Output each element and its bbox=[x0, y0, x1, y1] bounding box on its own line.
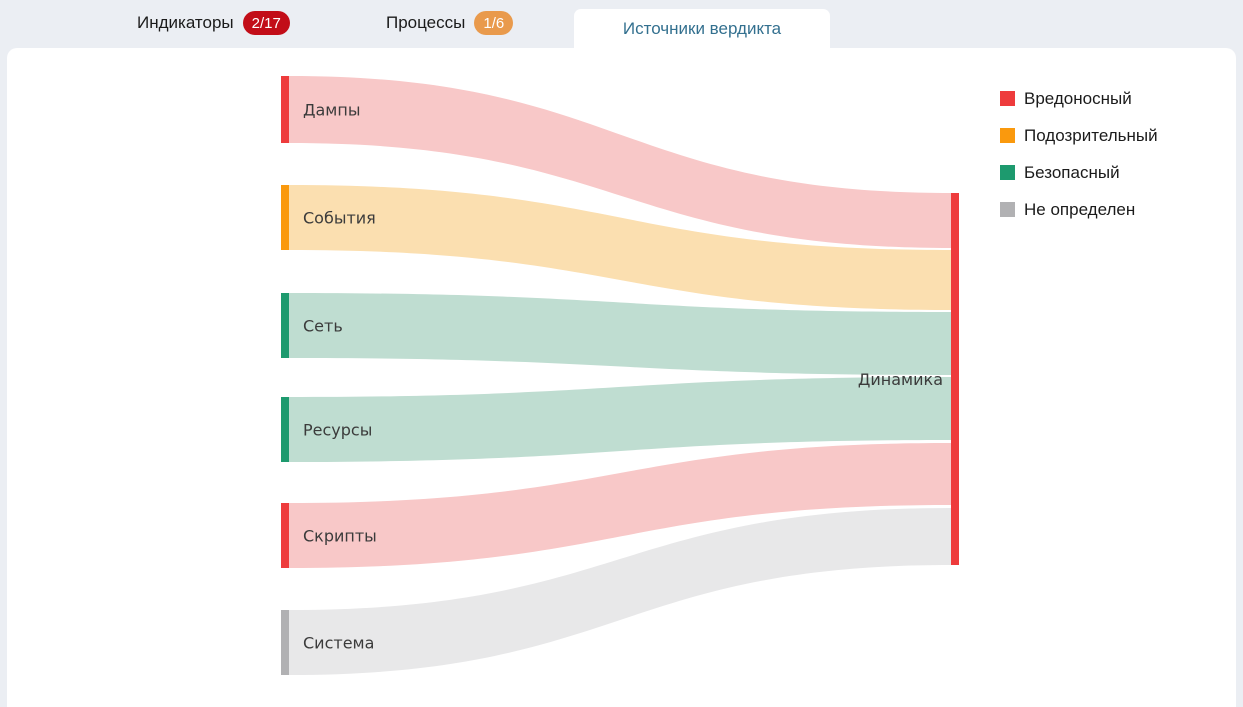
sankey-node-scripts[interactable] bbox=[281, 503, 289, 568]
verdict-legend: Вредоносный Подозрительный Безопасный Не… bbox=[1000, 80, 1158, 228]
tab-indicators[interactable]: Индикаторы 2/17 bbox=[137, 0, 290, 46]
sankey-label-target: Динамика bbox=[858, 370, 943, 389]
legend-label-suspicious: Подозрительный bbox=[1024, 125, 1158, 145]
sankey-label-dumps: Дампы bbox=[303, 101, 360, 120]
sankey-label-system: Система bbox=[303, 634, 374, 653]
sankey-label-resources: Ресурсы bbox=[303, 421, 372, 440]
sankey-label-events: События bbox=[303, 209, 376, 228]
tab-verdict-sources-label: Источники вердикта bbox=[622, 19, 782, 38]
legend-item-suspicious: Подозрительный bbox=[1000, 117, 1158, 154]
tab-processes-badge: 1/6 bbox=[474, 11, 514, 35]
legend-item-undefined: Не определен bbox=[1000, 191, 1158, 228]
sankey-node-events[interactable] bbox=[281, 185, 289, 250]
legend-swatch-safe bbox=[1000, 165, 1015, 180]
tab-processes-label: Процессы bbox=[386, 13, 466, 32]
legend-swatch-suspicious bbox=[1000, 128, 1015, 143]
sankey-label-scripts: Скрипты bbox=[303, 527, 377, 546]
legend-label-undefined: Не определен bbox=[1024, 199, 1136, 219]
sankey-node-resources[interactable] bbox=[281, 397, 289, 462]
sankey-node-network[interactable] bbox=[281, 293, 289, 358]
tab-processes[interactable]: Процессы 1/6 bbox=[386, 0, 514, 46]
sankey-flow-network[interactable] bbox=[289, 293, 951, 375]
legend-swatch-undefined bbox=[1000, 202, 1015, 217]
sankey-label-network: Сеть bbox=[303, 317, 343, 336]
sankey-flow-dumps[interactable] bbox=[289, 76, 951, 248]
legend-item-malicious: Вредоносный bbox=[1000, 80, 1158, 117]
sankey-flow-events[interactable] bbox=[289, 185, 951, 310]
sankey-node-system[interactable] bbox=[281, 610, 289, 675]
sankey-node-dumps[interactable] bbox=[281, 76, 289, 143]
legend-swatch-malicious bbox=[1000, 91, 1015, 106]
sankey-flow-scripts[interactable] bbox=[289, 443, 951, 568]
sankey-node-target[interactable] bbox=[951, 193, 959, 565]
legend-label-safe: Безопасный bbox=[1024, 162, 1120, 182]
tab-indicators-badge: 2/17 bbox=[242, 11, 290, 35]
legend-item-safe: Безопасный bbox=[1000, 154, 1158, 191]
tab-verdict-sources[interactable]: Источники вердикта bbox=[574, 9, 830, 49]
tab-indicators-label: Индикаторы bbox=[137, 13, 234, 32]
sankey-flow-system[interactable] bbox=[289, 508, 951, 675]
sankey-flow-resources[interactable] bbox=[289, 377, 951, 462]
legend-label-malicious: Вредоносный bbox=[1024, 88, 1132, 108]
